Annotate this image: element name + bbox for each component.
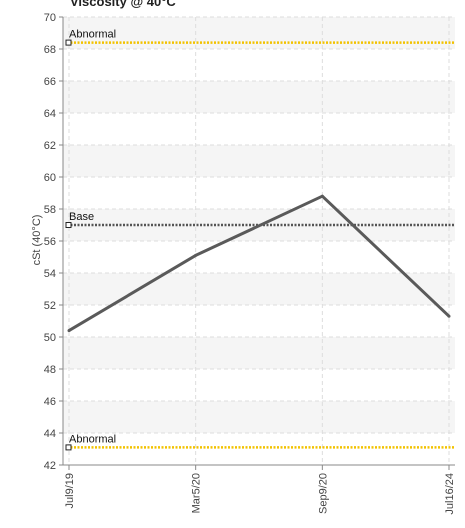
y-tick-label: 62 <box>44 140 56 152</box>
y-tick-label: 54 <box>44 268 56 280</box>
data-point <box>320 194 324 198</box>
y-tick-label: 52 <box>44 300 56 312</box>
y-tick-label: 66 <box>44 76 56 88</box>
x-tick-label: Sep9/20 <box>317 473 329 514</box>
y-tick-label: 64 <box>44 108 56 120</box>
x-axis-ticks: Jul9/19 Mar5/20 Sep9/20 Jul16/24 <box>64 465 456 515</box>
y-tick-label: 70 <box>44 12 56 24</box>
y-axis-ticks: 42 44 46 48 50 52 54 56 58 60 62 64 66 68 70 <box>44 12 63 472</box>
reference-marker <box>65 222 72 228</box>
data-point <box>447 314 451 318</box>
reference-label: Abnormal <box>69 433 116 445</box>
y-tick-label: 48 <box>44 364 56 376</box>
plot-background <box>63 17 455 433</box>
grid-band <box>63 17 455 49</box>
reference-label: Base <box>69 211 94 223</box>
chart-title: Viscosity @ 40°C <box>70 0 176 9</box>
reference-label: Abnormal <box>69 29 116 41</box>
series-line <box>68 194 451 332</box>
x-tick-label: Jul16/24 <box>444 473 456 515</box>
y-tick-label: 50 <box>44 332 56 344</box>
data-point <box>194 253 198 257</box>
y-tick-label: 58 <box>44 204 56 216</box>
grid-band <box>63 337 455 369</box>
y-tick-label: 60 <box>44 172 56 184</box>
y-tick-label: 56 <box>44 236 56 248</box>
grid-band <box>63 401 455 433</box>
y-tick-label: 42 <box>44 460 56 472</box>
grid-band <box>63 81 455 113</box>
y-tick-label: 46 <box>44 396 56 408</box>
x-tick-label: Mar5/20 <box>191 473 203 513</box>
y-tick-label: 68 <box>44 44 56 56</box>
y-tick-label: 44 <box>44 428 56 440</box>
grid-band <box>63 273 455 305</box>
y-axis-title: cSt (40°C) <box>31 215 43 266</box>
data-point <box>67 329 71 333</box>
grid-lines <box>63 16 455 466</box>
grid-band <box>63 145 455 177</box>
reference-marker <box>65 444 72 451</box>
reference-marker <box>65 39 72 46</box>
x-tick-label: Jul9/19 <box>64 473 76 508</box>
series-layer <box>67 194 451 333</box>
